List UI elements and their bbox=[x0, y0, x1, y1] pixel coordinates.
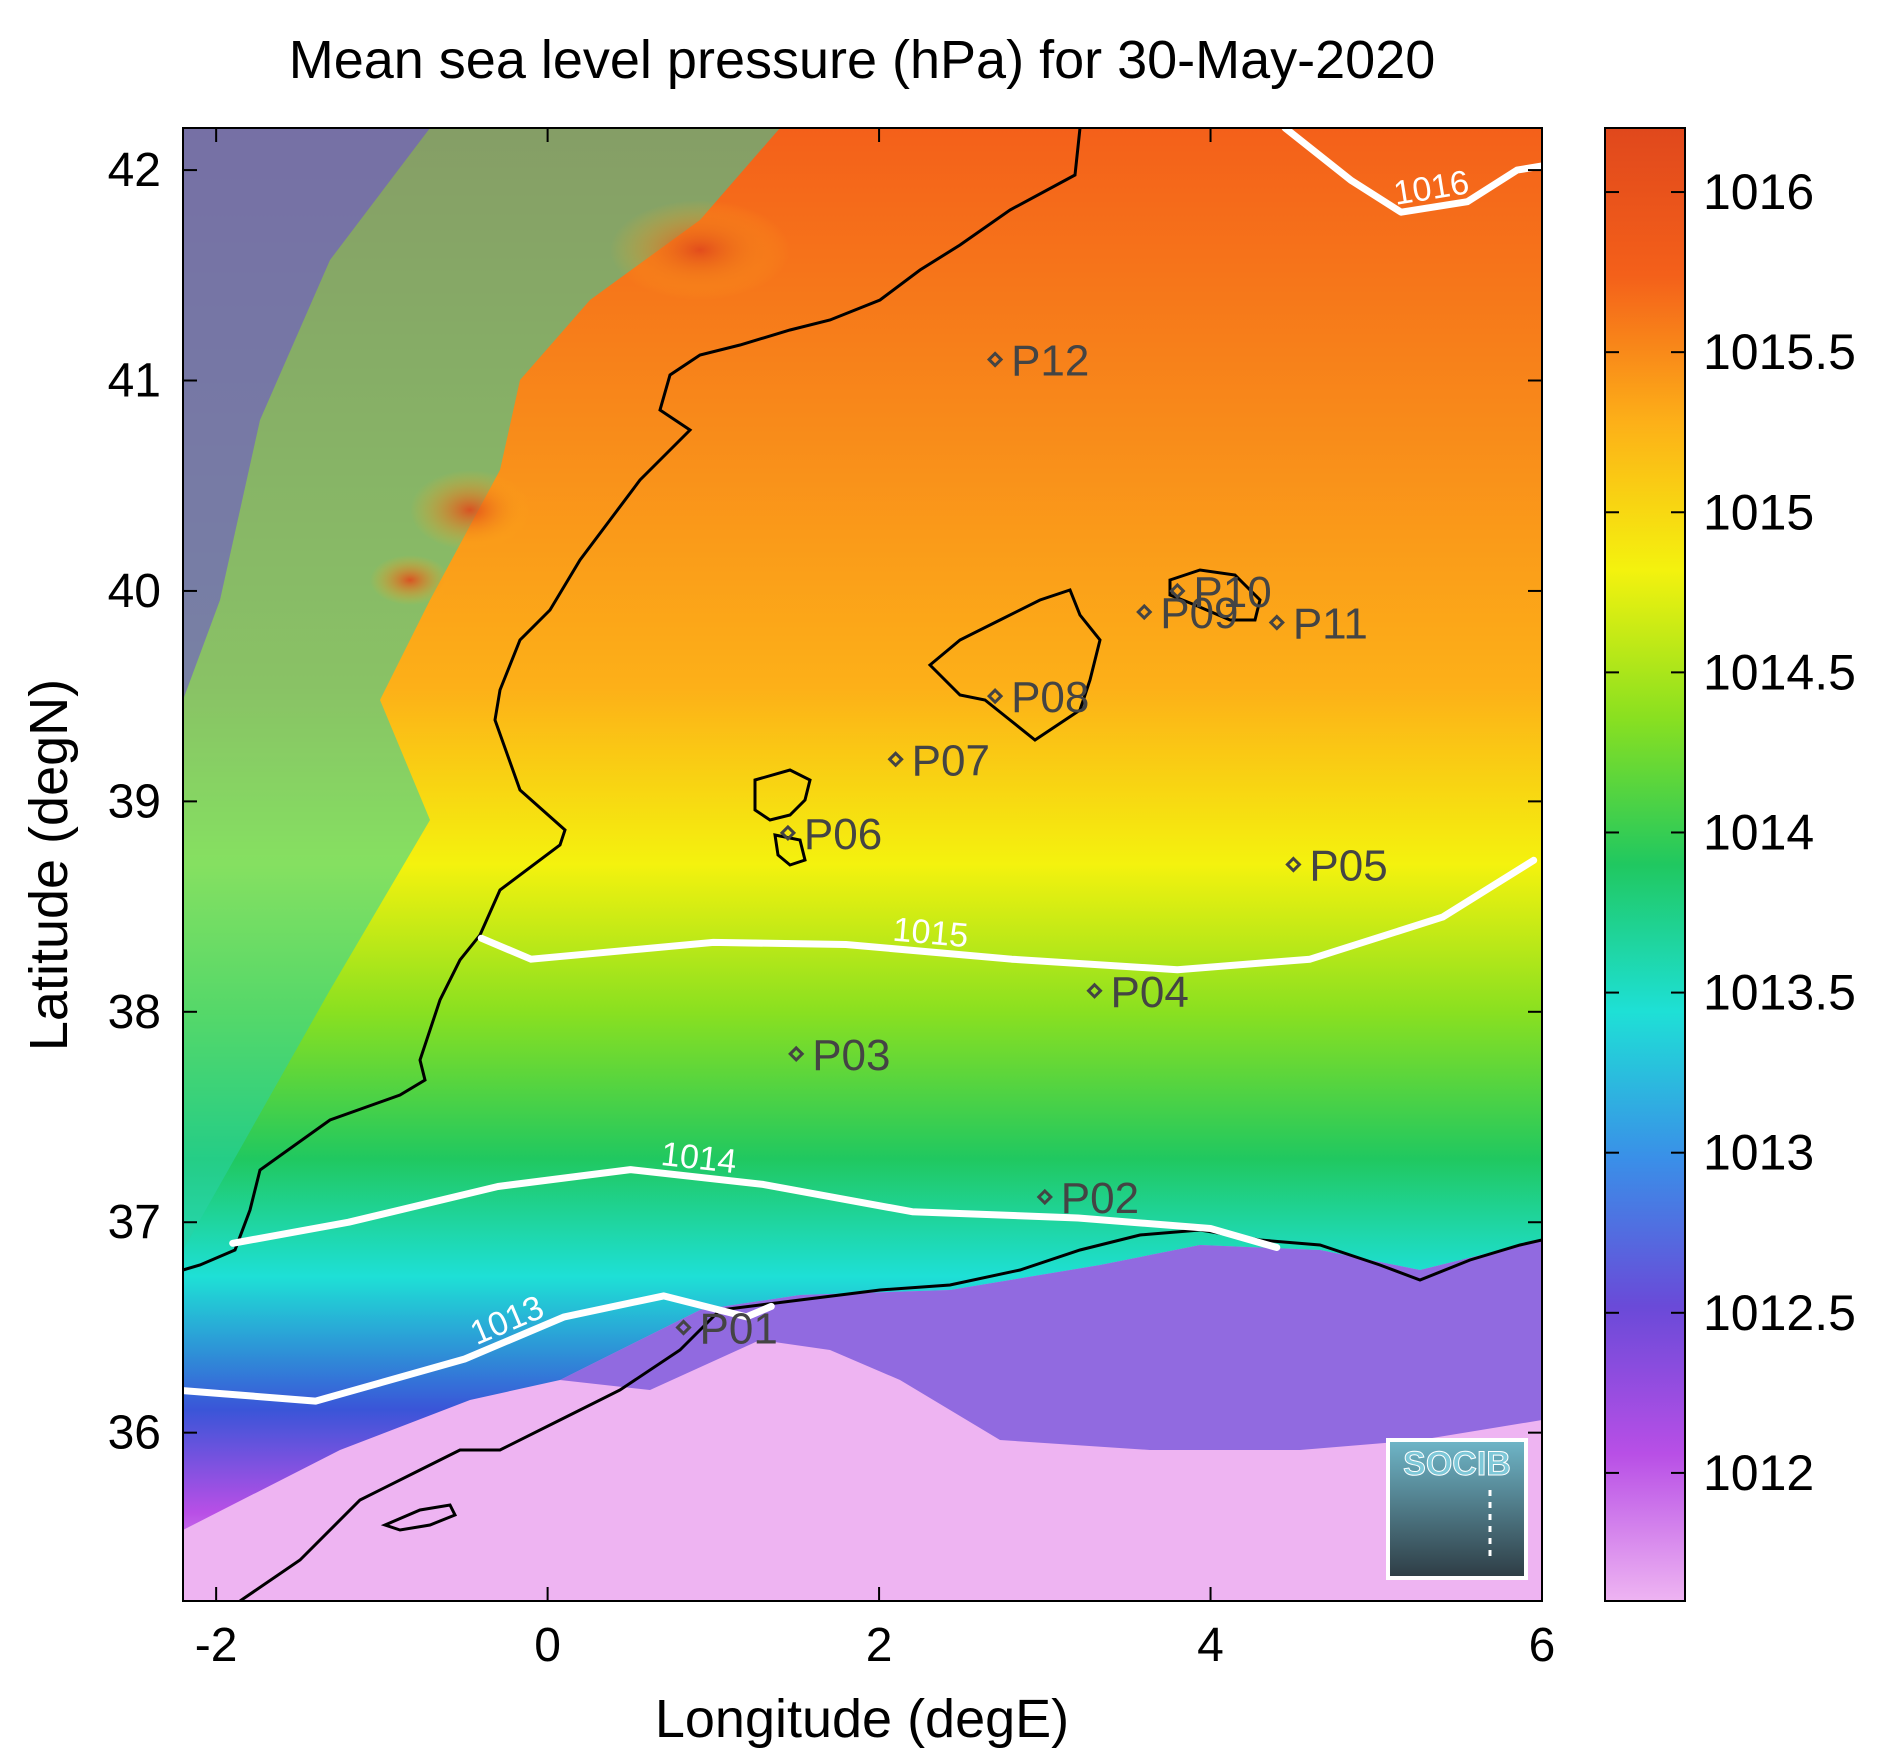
station-label: P03 bbox=[812, 1031, 890, 1080]
station-marker bbox=[1285, 856, 1302, 873]
station-marker bbox=[788, 1045, 805, 1063]
station-marker bbox=[1136, 603, 1153, 621]
station-label: P01 bbox=[700, 1304, 778, 1353]
colorbar-ticks: 1012 1012.5 1013 1013.5 1014 1014.5 1015 1015.5… bbox=[1605, 164, 1856, 1501]
highland-hotspot bbox=[410, 470, 530, 550]
africa-coastal-band bbox=[560, 1240, 1542, 1450]
socib-logo: SOCIB bbox=[1386, 1438, 1528, 1580]
africa-coastline bbox=[239, 1228, 1542, 1601]
colorbar-tick-label: 1012.5 bbox=[1703, 1285, 1856, 1341]
colorbar-tick-label: 1015 bbox=[1703, 484, 1814, 540]
station-label: P11 bbox=[1293, 600, 1368, 649]
station-label: P02 bbox=[1061, 1174, 1139, 1223]
coastlines bbox=[183, 128, 1542, 1601]
y-tick-label: 41 bbox=[108, 355, 161, 408]
socib-logo-frame bbox=[1386, 1438, 1528, 1580]
y-tick-label: 40 bbox=[108, 565, 161, 618]
station-marker bbox=[779, 824, 797, 842]
y-tick-label: 38 bbox=[108, 986, 161, 1039]
x-tick-label: 0 bbox=[534, 1619, 561, 1672]
y-tick-label: 42 bbox=[108, 144, 161, 197]
menorca-coastline bbox=[1168, 568, 1262, 622]
station-label: P05 bbox=[1309, 842, 1387, 891]
ibiza-coastline bbox=[753, 768, 812, 822]
map-frame bbox=[182, 127, 1543, 1602]
x-tick-label: 4 bbox=[1197, 1619, 1224, 1672]
y-tick-label: 36 bbox=[108, 1407, 161, 1460]
isobar-line-1016 bbox=[1281, 128, 1542, 216]
socib-logo-text: SOCIB bbox=[1403, 1445, 1511, 1483]
map-axis-ticks: -2 0 2 4 6 36 37 38 39 40 41 42 bbox=[108, 128, 1556, 1672]
station-label: P10 bbox=[1193, 568, 1271, 617]
colorbar-scale bbox=[1604, 127, 1686, 1602]
x-tick-label: -2 bbox=[195, 1619, 238, 1672]
colorbar-tick-label: 1012 bbox=[1703, 1445, 1814, 1501]
iberia-land-relief bbox=[183, 128, 780, 1250]
station-marker bbox=[1036, 1188, 1053, 1206]
station-marker bbox=[986, 351, 1004, 368]
mallorca-coastline bbox=[927, 588, 1102, 742]
station-label: P07 bbox=[912, 736, 990, 785]
x-axis-label: Longitude (degE) bbox=[655, 1689, 1069, 1749]
colorbar: 1012 1012.5 1013 1013.5 1014 1014.5 1015 1015.5… bbox=[1604, 127, 1856, 1602]
colorbar-tick-label: 1014 bbox=[1703, 804, 1814, 860]
station-marker bbox=[887, 751, 904, 768]
station-label: P08 bbox=[1011, 673, 1089, 722]
isobar-line-1013 bbox=[183, 1292, 775, 1405]
x-tick-label: 2 bbox=[866, 1619, 893, 1672]
y-tick-label: 37 bbox=[108, 1196, 161, 1249]
station-marker bbox=[1169, 582, 1186, 600]
colorbar-tick-label: 1014.5 bbox=[1703, 644, 1856, 700]
station-label: P09 bbox=[1160, 589, 1238, 638]
colorbar-tick-label: 1013 bbox=[1703, 1125, 1814, 1181]
formentera-coastline bbox=[773, 833, 807, 867]
colorbar-tick-label: 1013.5 bbox=[1703, 965, 1856, 1021]
station-label: P04 bbox=[1111, 968, 1189, 1017]
chart-title: Mean sea level pressure (hPa) for 30-May… bbox=[289, 30, 1436, 90]
station-marker bbox=[675, 1319, 692, 1336]
colorbar-tick-label: 1016 bbox=[1703, 164, 1814, 220]
iberia-land-relief-west bbox=[183, 128, 430, 700]
isobar-label: 1014 bbox=[659, 1135, 738, 1181]
isobar-label: 1015 bbox=[891, 911, 970, 956]
highland-hotspot-3 bbox=[610, 200, 790, 300]
colorbar-tick-label: 1015.5 bbox=[1703, 324, 1856, 380]
station-marker bbox=[986, 688, 1004, 705]
station-label: P06 bbox=[804, 810, 882, 859]
iberia-coastline bbox=[183, 128, 1082, 1272]
isobar-line-1014 bbox=[229, 1166, 1281, 1251]
highland-hotspot-2 bbox=[370, 555, 450, 605]
x-tick-label: 6 bbox=[1529, 1619, 1556, 1672]
station-marker bbox=[1268, 614, 1285, 631]
alboran-island-coastline bbox=[380, 1503, 458, 1532]
station-label: P12 bbox=[1011, 336, 1089, 385]
isobar-line-1015 bbox=[477, 856, 1538, 974]
y-tick-label: 39 bbox=[108, 775, 161, 828]
y-axis-label: Latitude (degN) bbox=[19, 679, 79, 1051]
station-marker bbox=[1086, 982, 1103, 999]
